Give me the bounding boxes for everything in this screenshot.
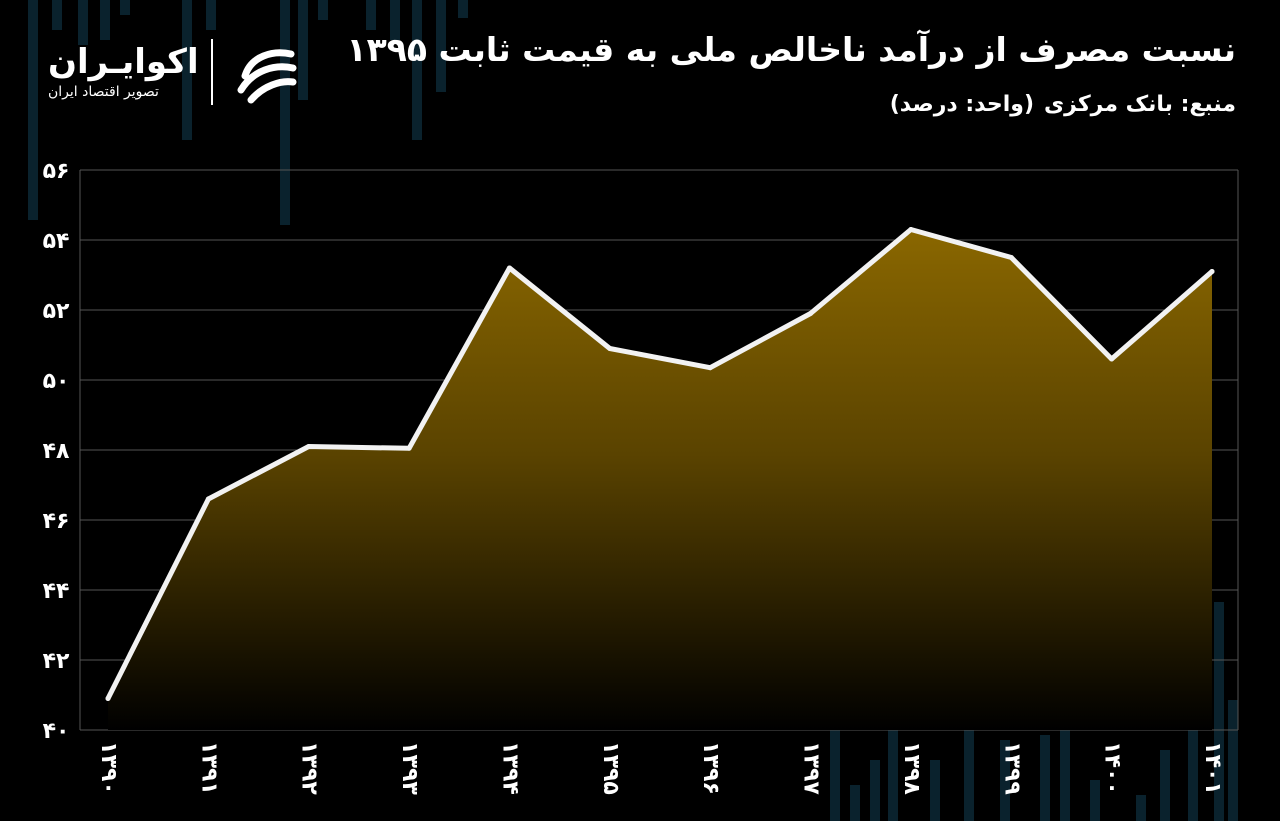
data-point [1008, 255, 1014, 260]
y-tick-label: ۵۰ [43, 369, 70, 394]
background-bar [298, 0, 308, 100]
x-tick-label: ۱۳۹۰ [96, 741, 121, 795]
brand-logo: اکوایـران تصویر اقتصاد ایران [48, 36, 301, 108]
background-bar [850, 785, 860, 821]
background-bar [1188, 725, 1198, 821]
x-tick-label: ۱۳۹۵ [598, 741, 623, 795]
background-bar [930, 760, 940, 821]
background-bar [100, 0, 110, 40]
background-bar [1228, 700, 1238, 821]
data-point [707, 365, 713, 371]
x-tick-label: ۱۳۹۲ [297, 741, 322, 795]
background-bar [390, 0, 400, 40]
logo-tagline: تصویر اقتصاد ایران [48, 84, 159, 100]
background-bar [870, 760, 880, 821]
y-tick-label: ۵۲ [43, 299, 70, 324]
background-bar [1000, 740, 1010, 821]
background-bar [182, 0, 192, 140]
x-tick-label: ۱۳۹۷ [799, 741, 824, 795]
background-bar [1090, 780, 1100, 821]
y-tick-label: ۴۲ [43, 649, 70, 674]
background-bar [1160, 750, 1170, 821]
background-bar [1040, 735, 1050, 821]
y-tick-label: ۵۴ [43, 229, 70, 254]
background-bar [366, 0, 376, 30]
x-tick-label: ۱۳۹۴ [497, 741, 522, 795]
background-decoration [28, 0, 1238, 821]
background-bar [206, 0, 216, 30]
area-fill [108, 229, 1212, 730]
y-tick-label: ۴۸ [43, 439, 70, 464]
y-tick-label: ۴۰ [43, 719, 70, 744]
background-bar [458, 0, 468, 18]
data-point [205, 496, 211, 502]
ecoiran-swirl-logo-icon [237, 49, 297, 104]
x-tick-label: ۱۳۹۳ [397, 741, 422, 795]
data-point [607, 346, 613, 351]
logo-divider [210, 39, 213, 105]
background-bar [120, 0, 130, 15]
data-point [105, 696, 111, 701]
x-tick-label: ۱۳۹۶ [698, 741, 723, 795]
x-tick-label: ۱۳۹۸ [899, 741, 924, 795]
chart-subtitle: منبع: بانک مرکزی (واحد: درصد) [880, 92, 1236, 117]
x-tick-label: ۱۳۹۹ [999, 741, 1024, 795]
data-point [306, 444, 312, 449]
data-point [908, 227, 914, 232]
data-point [1209, 269, 1215, 274]
background-bar [830, 690, 840, 821]
chart-title: نسبت مصرف از درآمد ناخالص ملی به قیمت ثا… [346, 30, 1236, 69]
background-bar [52, 0, 62, 30]
x-axis-tick-labels: ۱۳۹۰ ۱۳۹۱ ۱۳۹۲ ۱۳۹۳ ۱۳۹۴ ۱۳۹۵ ۱۳۹۶ ۱۳۹۷ ۱۳۹۸ ۱۳۹۹… [96, 741, 1225, 795]
background-bar [318, 0, 328, 20]
logo-name: اکوایـران [48, 42, 199, 82]
y-tick-label: ۴۶ [43, 509, 70, 534]
unit-label: (واحد: درصد) [889, 92, 1035, 117]
data-point [808, 311, 814, 316]
background-bar [78, 0, 88, 45]
x-tick-label: ۱۴۰۰ [1100, 741, 1125, 795]
y-tick-label: ۵۶ [43, 159, 70, 184]
background-bar [28, 0, 38, 220]
data-point [506, 265, 512, 271]
series-line [105, 227, 1215, 701]
y-axis-tick-labels: ۴۰ ۴۲ ۴۴ ۴۶ ۴۸ ۵۰ ۵۲ ۵۴ ۵۶ [43, 159, 70, 744]
data-point [1109, 356, 1115, 362]
y-tick-label: ۴۴ [43, 579, 70, 604]
background-bar [436, 0, 446, 92]
data-point [406, 445, 412, 451]
background-bar [412, 0, 422, 140]
x-tick-label: ۱۳۹۱ [196, 741, 221, 795]
background-bar [1060, 688, 1070, 821]
background-bar [1214, 602, 1224, 821]
source-label: منبع: بانک مرکزی [1044, 92, 1236, 117]
background-bar [888, 730, 898, 821]
logo-text-block: اکوایـران تصویر اقتصاد ایران [48, 42, 199, 102]
background-bar [280, 0, 290, 225]
x-tick-label: ۱۴۰۱ [1200, 741, 1225, 795]
background-bar [1136, 795, 1146, 821]
